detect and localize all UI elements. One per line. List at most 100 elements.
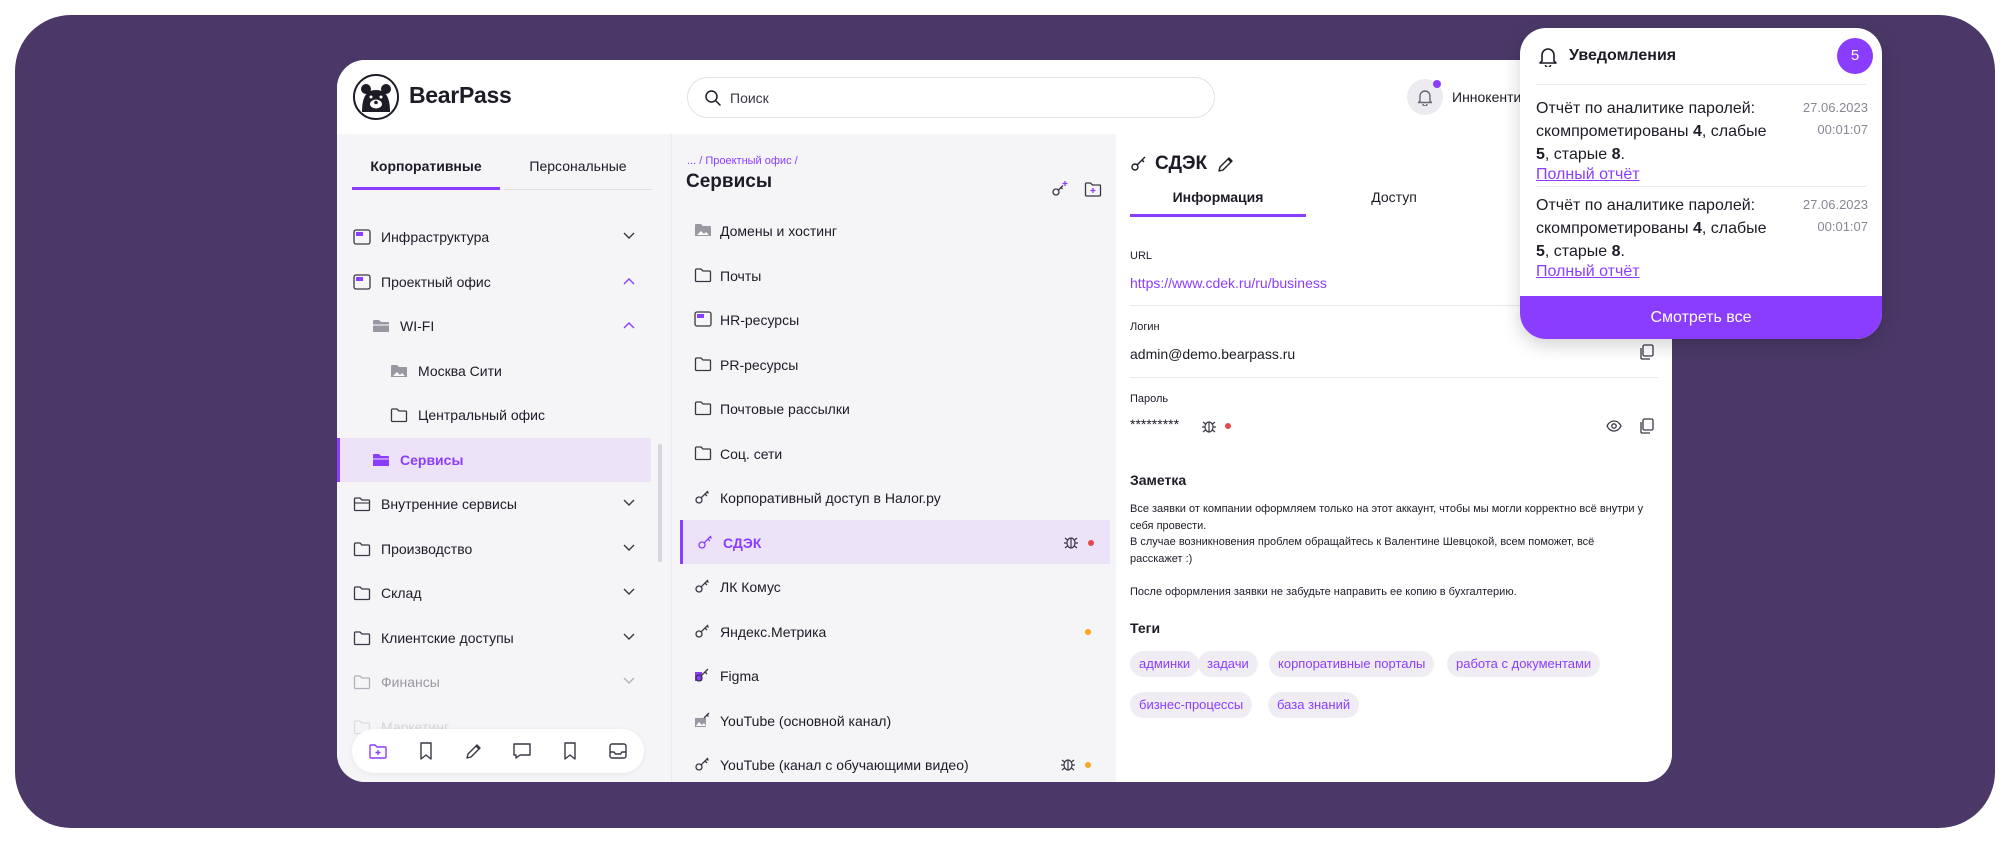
folder-icon [353, 675, 371, 690]
bell-icon [1417, 90, 1433, 106]
inbox-icon[interactable] [608, 741, 628, 761]
chevron-down-icon [623, 677, 635, 684]
bug-icon [1202, 421, 1216, 433]
edit-pencil-icon[interactable] [1217, 155, 1235, 173]
full-report-link[interactable]: Полный отчёт [1536, 166, 1640, 183]
header-notifications-button[interactable] [1407, 79, 1443, 115]
note-line: В случае возникновения проблем обращайте… [1130, 536, 1595, 548]
key-icon [1131, 156, 1146, 171]
sidebar-item-infrastructure[interactable]: Инфраструктура [337, 215, 671, 260]
tag-chip[interactable]: база знаний [1268, 692, 1360, 718]
folder-icon [353, 541, 371, 556]
list-item[interactable]: Figma [680, 653, 1110, 698]
list-item[interactable]: Яндекс.Метрика [680, 609, 1110, 654]
folder-icon [390, 408, 408, 423]
tag-chip[interactable]: задачи [1198, 651, 1258, 677]
full-report-link[interactable]: Полный отчёт [1536, 263, 1640, 280]
password-value: ********* [1130, 416, 1180, 432]
notification-text: Отчёт по аналитике паролей: скомпрометир… [1536, 100, 1767, 163]
notification-text: Отчёт по аналитике паролей: скомпрометир… [1536, 197, 1767, 260]
folder-icon [353, 630, 371, 645]
add-folder-icon[interactable] [368, 741, 388, 761]
tag-chip[interactable]: админки [1130, 651, 1200, 677]
tab-information[interactable]: Информация [1130, 187, 1306, 217]
note-line: После оформления заявки не забудьте напр… [1130, 585, 1517, 598]
key-icon [695, 624, 709, 638]
list-item[interactable]: Почты [680, 253, 1110, 298]
tab-personal[interactable]: Персональные [504, 150, 652, 190]
bookmark-icon[interactable] [560, 741, 580, 761]
add-key-icon[interactable] [1051, 180, 1069, 198]
sidebar-scrollbar[interactable] [658, 444, 662, 562]
sidebar-item-finance[interactable]: Финансы [337, 660, 671, 705]
list-item[interactable]: YouTube (канал с обучающими видео) [680, 742, 1110, 782]
list-item[interactable]: Домены и хостинг [680, 208, 1110, 253]
url-link[interactable]: https://www.cdek.ru/ru/business [1130, 275, 1327, 291]
entries-panel: ... / Проектный офис / Сервисы Домены и … [671, 134, 1116, 782]
list-item[interactable]: HR-ресурсы [680, 297, 1110, 342]
password-label: Пароль [1130, 393, 1169, 405]
tag-chip[interactable]: работа с документами [1447, 651, 1601, 677]
sidebar-item-production[interactable]: Производство [337, 527, 671, 572]
list-item[interactable]: ЛК Комус [680, 564, 1110, 609]
folder-icon [694, 356, 712, 371]
tab-corporate[interactable]: Корпоративные [352, 150, 500, 190]
list-item-label: PR-ресурсы [720, 356, 799, 373]
list-item[interactable]: Корпоративный доступ в Налог.ру [680, 475, 1110, 520]
add-folder-icon[interactable] [1084, 180, 1102, 198]
sidebar-item-moscow-city[interactable]: Москва Сити [337, 349, 671, 394]
copy-icon[interactable] [1639, 344, 1655, 360]
breadcrumb[interactable]: ... / Проектный офис / [687, 155, 798, 167]
bug-icon [1064, 536, 1078, 549]
eye-icon[interactable] [1606, 418, 1622, 434]
key-colored-icon [695, 668, 709, 682]
folder-image-icon [391, 364, 407, 377]
chevron-down-icon [623, 588, 635, 595]
list-item-label: ЛК Комус [720, 579, 781, 595]
list-item-label: Figma [720, 668, 759, 684]
search-input[interactable] [730, 87, 1190, 109]
note-heading: Заметка [1130, 472, 1187, 488]
list-item[interactable]: PR-ресурсы [680, 342, 1110, 387]
folder-colored-icon [694, 311, 712, 327]
sidebar-item-wifi[interactable]: WI-FI [337, 304, 671, 349]
user-name[interactable]: Иннокенти [1452, 89, 1522, 105]
list-item[interactable]: YouTube (основной канал) [680, 698, 1110, 743]
tag-chip[interactable]: бизнес-процессы [1130, 692, 1253, 718]
sidebar-item-client-access[interactable]: Клиентские доступы [337, 616, 671, 661]
search-box[interactable] [687, 77, 1215, 118]
list-item-label: Почты [720, 267, 762, 284]
list-title: Сервисы [686, 171, 773, 192]
list-item-label: Домены и хостинг [720, 223, 837, 239]
list-item-selected[interactable]: СДЭК [680, 519, 1110, 564]
list-item[interactable]: Соц. сети [680, 431, 1110, 476]
list-item-label: Корпоративный доступ в Налог.ру [720, 490, 941, 506]
folder-open-icon [373, 320, 389, 332]
bookmark-icon[interactable] [416, 741, 436, 761]
sidebar-item-label: Проектный офис [381, 273, 491, 290]
view-all-button[interactable]: Смотреть все [1520, 296, 1882, 339]
bell-icon [1539, 48, 1557, 67]
sidebar-item-warehouse[interactable]: Склад [337, 571, 671, 616]
sidebar-item-internal-services[interactable]: Внутренние сервисы [337, 482, 671, 527]
sidebar-item-central-office[interactable]: Центральный офис [337, 393, 671, 438]
copy-icon[interactable] [1639, 418, 1655, 434]
note-text: Все заявки от компании оформляем только … [1130, 501, 1660, 600]
chevron-up-icon [623, 277, 635, 284]
sidebar-item-label: Клиентские доступы [381, 629, 514, 646]
sidebar-item-project-office[interactable]: Проектный офис [337, 260, 671, 305]
note-line: расскажет :) [1130, 552, 1193, 565]
pencil-icon[interactable] [464, 741, 484, 761]
note-line: Все заявки от компании оформляем только … [1130, 503, 1644, 515]
folder-colored-icon [353, 229, 371, 245]
comment-icon[interactable] [512, 741, 532, 761]
brand-name: BearPass [409, 82, 512, 108]
sidebar-item-services[interactable]: Сервисы [337, 437, 651, 482]
sidebar-tabs: Корпоративные Персональные [352, 150, 652, 190]
tab-access[interactable]: Доступ [1371, 189, 1417, 205]
sidebar-item-label: Финансы [381, 674, 440, 690]
tag-chip[interactable]: корпоративные порталы [1269, 651, 1435, 677]
status-dot [1225, 423, 1231, 429]
list-item-label: Почтовые рассылки [720, 401, 850, 417]
list-item[interactable]: Почтовые рассылки [680, 386, 1110, 431]
